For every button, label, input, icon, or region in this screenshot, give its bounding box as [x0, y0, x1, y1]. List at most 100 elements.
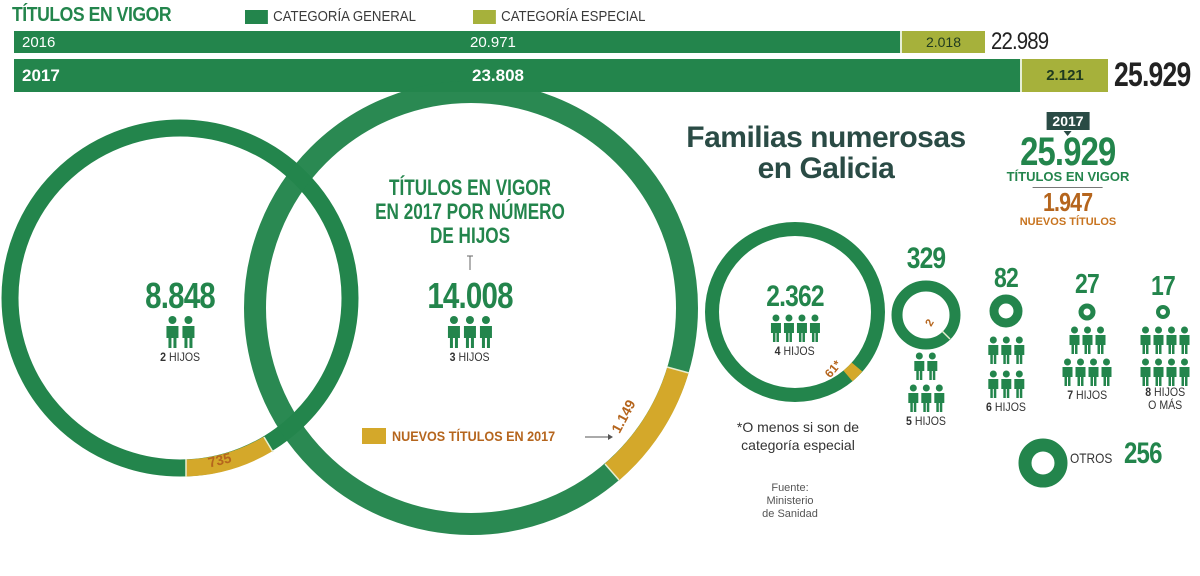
source-line3: de Sanidad: [762, 508, 818, 520]
group-7-value: 27: [1075, 268, 1100, 299]
group-8-hijos: 8 HIJOS O MÁS: [1140, 326, 1191, 414]
ring-5-hijos: [891, 280, 961, 350]
group-6-label: 6 HIJOS: [986, 400, 1026, 414]
person-icon: [1153, 326, 1164, 354]
ring-6-hijos: [989, 294, 1023, 328]
bar-2017-total: 25.929: [1114, 56, 1191, 94]
chart-title: TÍTULOS EN VIGOR: [12, 4, 172, 26]
person-icons-7-row1: [1062, 326, 1113, 354]
person-icon: [1088, 358, 1099, 386]
legend-swatch-new: [362, 428, 386, 444]
source: Fuente: Ministerio de Sanidad: [750, 482, 830, 521]
circles-title-line2: EN 2017 POR NÚMERO: [375, 199, 565, 224]
person-icons-7-row2: [1062, 358, 1113, 386]
person-icon: [1140, 358, 1151, 386]
person-icon: [908, 384, 918, 412]
person-icons-4: [760, 314, 830, 342]
group-5-value-wrap: 329: [902, 244, 949, 274]
person-icon: [809, 314, 820, 342]
person-icon: [1101, 358, 1112, 386]
group-2-hijos: 8.848 2 HIJOS: [137, 278, 222, 366]
group-2-label: 2 HIJOS: [160, 350, 200, 364]
group-4-hijos: 2.362 4 HIJOS: [760, 282, 830, 360]
ring-8-hijos: [1156, 305, 1170, 319]
group-2-value: 8.848: [145, 275, 216, 316]
legend-swatch-general: [245, 9, 268, 24]
ring-otros: [1018, 438, 1068, 488]
group-7-value-wrap: 27: [1072, 270, 1101, 298]
bar-2016-especial-value: 2.018: [925, 34, 962, 50]
group-3-label: 3 HIJOS: [450, 350, 490, 364]
otros-label: OTROS: [1070, 450, 1113, 466]
bar-2016-general-value: 20.971: [470, 33, 516, 51]
person-icon: [934, 384, 944, 412]
person-icon: [1082, 326, 1092, 354]
legend-general: CATEGORÍA GENERAL: [245, 8, 416, 25]
legend-label-general: CATEGORÍA GENERAL: [273, 8, 416, 25]
bar-2017-especial: 2.121: [1020, 59, 1108, 92]
legend-swatch-especial: [473, 9, 496, 24]
group-3-hijos: 14.008 3 HIJOS: [418, 278, 522, 366]
person-icon: [1153, 358, 1164, 386]
person-icon: [783, 314, 794, 342]
person-icon: [447, 316, 460, 348]
bar-2016-general: 2016 20.971: [14, 31, 900, 53]
person-icon: [1014, 336, 1024, 364]
otros-value: 256: [1124, 437, 1162, 470]
person-icon: [927, 352, 938, 380]
summary-new-label: NUEVOS TÍTULOS: [1019, 216, 1117, 228]
group-3-value: 14.008: [427, 275, 513, 316]
person-icon: [770, 314, 781, 342]
person-icon: [479, 316, 492, 348]
person-icon: [1075, 358, 1086, 386]
person-icons-5-row2: [903, 384, 948, 412]
source-line1: Fuente:: [771, 482, 809, 494]
person-icon: [914, 352, 925, 380]
footnote-line2: categoría especial: [741, 437, 855, 453]
person-icon: [988, 336, 998, 364]
footnote-line1: *O menos si son de: [736, 419, 860, 435]
legend-label-new: NUEVOS TÍTULOS EN 2017: [392, 428, 556, 444]
person-icons-2: [137, 316, 222, 348]
group-8-label: 8 HIJOS O MÁS: [1145, 385, 1185, 412]
group-5-hijos: 5 HIJOS: [903, 352, 948, 430]
circles-title-line3: DE HIJOS: [429, 223, 511, 248]
group-7-label: 7 HIJOS: [1067, 388, 1107, 402]
person-icons-6-row1: [983, 336, 1028, 364]
circles-title-line1: TÍTULOS EN VIGOR: [388, 175, 552, 200]
person-icon: [182, 316, 194, 348]
person-icon: [1140, 326, 1151, 354]
bar-2016-especial: 2.018: [900, 31, 985, 53]
person-icon: [1166, 326, 1177, 354]
person-icon: [1166, 358, 1177, 386]
bar-2016-year: 2016: [22, 33, 56, 51]
summary-new: 1.947: [1043, 187, 1093, 217]
bar-2016: 2016 20.971 2.018 22.989: [14, 28, 1058, 55]
group-6-value: 82: [994, 262, 1019, 293]
person-icons-6-row2: [983, 370, 1028, 398]
year-badge: 2017: [1046, 112, 1090, 130]
person-icons-3: [418, 316, 522, 348]
group-6-value-wrap: 82: [991, 264, 1020, 292]
source-line2: Ministerio: [766, 495, 814, 507]
group-8-value-wrap: 17: [1148, 272, 1177, 300]
person-icon: [1069, 326, 1079, 354]
summary: 2017 25.929 TÍTULOS EN VIGOR 1.947 NUEVO…: [1007, 112, 1129, 228]
group-7-hijos: 7 HIJOS: [1062, 326, 1113, 404]
otros: OTROS 256: [1070, 437, 1171, 470]
person-icons-8-row1: [1140, 326, 1191, 354]
person-icon: [1062, 358, 1073, 386]
person-icon: [1001, 336, 1011, 364]
ring-4-hijos: [705, 222, 885, 402]
group-6-hijos: 6 HIJOS: [983, 336, 1028, 416]
bar-2017-especial-value: 2.121: [1046, 67, 1084, 84]
person-icon: [463, 316, 476, 348]
group-8-value: 17: [1151, 270, 1176, 301]
badge-pointer-icon: [1063, 131, 1072, 136]
person-icon: [1095, 326, 1105, 354]
ring-3-hijos: [244, 81, 698, 535]
footnote: *O menos si son de categoría especial: [728, 418, 868, 454]
legend-especial: CATEGORÍA ESPECIAL: [473, 8, 645, 25]
group-5-value: 329: [906, 242, 946, 275]
person-icon: [1179, 326, 1190, 354]
